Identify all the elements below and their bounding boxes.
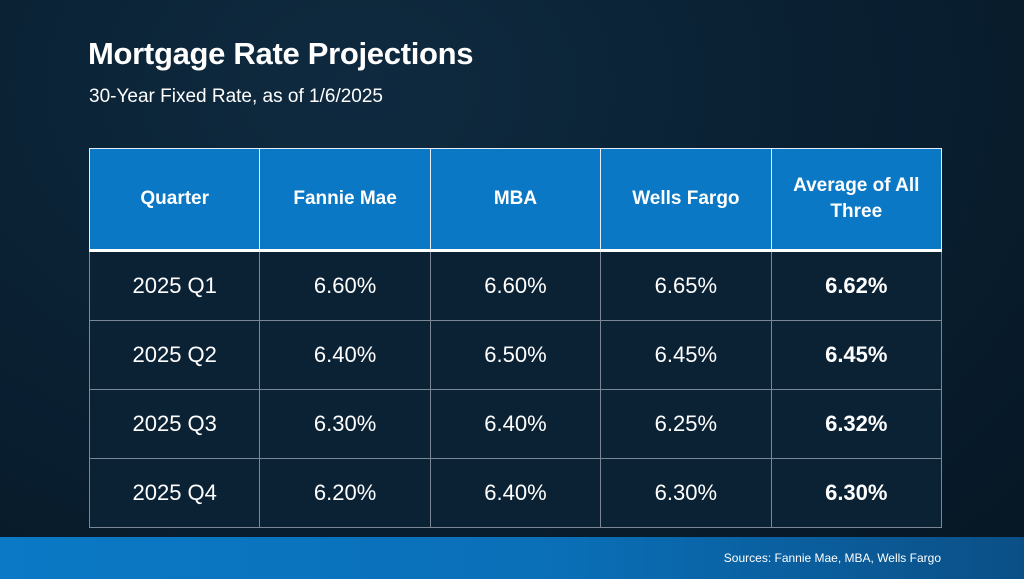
- wells-fargo-cell: 6.30%: [600, 458, 772, 528]
- quarter-cell: 2025 Q3: [88, 389, 261, 459]
- table-row: 2025 Q3 6.30% 6.40% 6.25% 6.32%: [88, 389, 943, 459]
- column-header: Fannie Mae: [259, 148, 431, 251]
- fannie-mae-cell: 6.30%: [259, 389, 431, 459]
- mba-cell: 6.40%: [429, 458, 602, 528]
- table-row: 2025 Q1 6.60% 6.60% 6.65% 6.62%: [88, 250, 943, 321]
- fannie-mae-cell: 6.20%: [259, 458, 431, 528]
- footer-bar: Sources: Fannie Mae, MBA, Wells Fargo: [0, 537, 1024, 579]
- quarter-cell: 2025 Q1: [88, 250, 261, 321]
- quarter-cell: 2025 Q2: [88, 320, 261, 390]
- average-cell: 6.62%: [770, 250, 943, 321]
- column-header: Quarter: [88, 148, 261, 251]
- fannie-mae-cell: 6.60%: [259, 250, 431, 321]
- table-row: 2025 Q4 6.20% 6.40% 6.30% 6.30%: [88, 458, 943, 528]
- page-title: Mortgage Rate Projections: [88, 36, 474, 71]
- quarter-cell: 2025 Q4: [88, 458, 261, 528]
- mba-cell: 6.50%: [429, 320, 602, 390]
- sources-note: Sources: Fannie Mae, MBA, Wells Fargo: [723, 551, 941, 565]
- average-cell: 6.30%: [770, 458, 943, 528]
- average-cell: 6.32%: [770, 389, 943, 459]
- wells-fargo-cell: 6.25%: [600, 389, 772, 459]
- average-cell: 6.45%: [770, 320, 943, 390]
- projections-table: Quarter Fannie Mae MBA Wells Fargo Avera…: [88, 148, 943, 528]
- table-header-row: Quarter Fannie Mae MBA Wells Fargo Avera…: [88, 148, 943, 251]
- column-header: MBA: [429, 148, 602, 251]
- mba-cell: 6.60%: [429, 250, 602, 321]
- fannie-mae-cell: 6.40%: [259, 320, 431, 390]
- column-header: Average of All Three: [770, 148, 943, 251]
- page-subtitle: 30-Year Fixed Rate, as of 1/6/2025: [89, 86, 383, 107]
- wells-fargo-cell: 6.65%: [600, 250, 772, 321]
- mba-cell: 6.40%: [429, 389, 602, 459]
- column-header: Wells Fargo: [600, 148, 772, 251]
- wells-fargo-cell: 6.45%: [600, 320, 772, 390]
- table-row: 2025 Q2 6.40% 6.50% 6.45% 6.45%: [88, 320, 943, 390]
